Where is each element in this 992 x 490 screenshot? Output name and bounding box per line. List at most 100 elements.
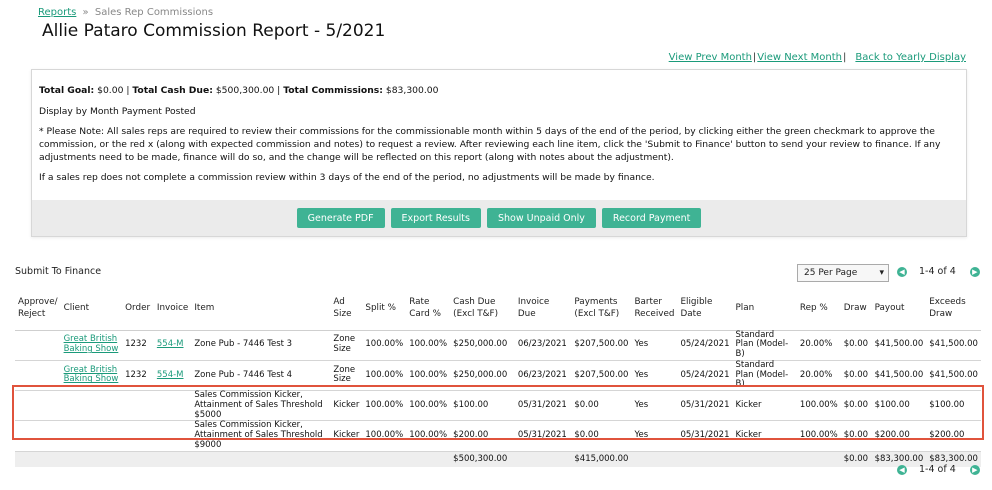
item-cell: Zone Pub - 7446 Test 3 (191, 330, 331, 361)
generate-pdf-button[interactable]: Generate PDF (296, 208, 385, 228)
payments-cell: $207,500.00 (571, 330, 632, 361)
client-cell (60, 420, 123, 452)
barter-cell: Yes (631, 420, 678, 452)
invoice-due-cell: 06/23/2021 (514, 360, 572, 392)
table-header-row: Approve/ Reject Client Order Invoice Ite… (15, 288, 981, 331)
col-split[interactable]: Split % (362, 288, 407, 331)
payout-cell: $41,500.00 (871, 360, 927, 392)
ad-size-cell: Kicker (330, 390, 363, 422)
draw-cell: $0.00 (840, 390, 872, 422)
col-rate-card[interactable]: Rate Card % (406, 288, 451, 331)
exceeds-draw-cell: $100.00 (926, 390, 981, 422)
rate-card-cell: 100.00% (406, 330, 451, 361)
summary-panel: Total Goal: $0.00 | Total Cash Due: $500… (31, 69, 967, 237)
cash-due-cell: $250,000.00 (450, 360, 515, 392)
table-row: Great British Baking Show 1232 554-M Zon… (15, 330, 981, 361)
item-cell: Sales Commission Kicker, Attainment of S… (191, 420, 331, 452)
cash-due-cell: $250,000.00 (450, 330, 515, 361)
submit-to-finance-label[interactable]: Submit To Finance (15, 266, 102, 277)
payout-cell: $200.00 (871, 420, 927, 452)
exceeds-draw-cell: $41,500.00 (926, 330, 981, 361)
table-row: Great British Baking Show 1232 554-M Zon… (15, 360, 981, 392)
col-eligible-date[interactable]: Eligible Date (677, 288, 733, 331)
chevron-right-icon[interactable]: ▶ (969, 464, 980, 475)
breadcrumb-reports-link[interactable]: Reports (38, 7, 77, 18)
plan-cell: Standard Plan (Model-B) (732, 330, 797, 361)
approve-reject-cell[interactable] (15, 420, 61, 452)
col-order[interactable]: Order (122, 288, 154, 331)
eligible-date-cell: 05/24/2021 (677, 330, 733, 361)
col-cash-due[interactable]: Cash Due (Excl T&F) (450, 288, 515, 331)
total-commissions-value: $83,300.00 (385, 85, 439, 96)
record-payment-button[interactable]: Record Payment (601, 208, 702, 228)
show-unpaid-only-button[interactable]: Show Unpaid Only (486, 208, 596, 228)
commission-table: Approve/ Reject Client Order Invoice Ite… (15, 288, 981, 468)
table-row: Sales Commission Kicker, Attainment of S… (15, 390, 981, 422)
chevron-right-icon[interactable]: ▶ (969, 266, 980, 277)
col-item[interactable]: Item (191, 288, 331, 331)
barter-cell: Yes (631, 330, 678, 361)
col-ad-size[interactable]: Ad Size (330, 288, 363, 331)
chevron-left-icon[interactable]: ◀ (897, 266, 907, 277)
total-exceeds-draw: $83,300.00 (926, 451, 981, 468)
plan-cell: Standard Plan (Model-B) (732, 360, 797, 392)
col-barter[interactable]: Barter Received (631, 288, 678, 331)
per-page-select[interactable]: 25 Per Page ▾ (797, 264, 889, 282)
col-exceeds-draw[interactable]: Exceeds Draw (926, 288, 981, 331)
payout-cell: $100.00 (871, 390, 927, 422)
invoice-link[interactable]: 554-M (156, 339, 184, 350)
invoice-link[interactable]: 554-M (156, 369, 184, 380)
payments-cell: $0.00 (571, 420, 632, 452)
review-note: * Please Note: All sales reps are requir… (39, 126, 941, 163)
approve-reject-cell[interactable] (15, 390, 61, 422)
approve-reject-cell[interactable] (15, 330, 61, 361)
eligible-date-cell: 05/31/2021 (677, 420, 733, 452)
eligible-date-cell: 05/31/2021 (677, 390, 733, 422)
totals-row: $500,300.00 $415,000.00 $0.00 $83,300.00… (15, 451, 981, 468)
approve-reject-cell[interactable] (15, 360, 61, 392)
cash-due-cell: $100.00 (450, 390, 515, 422)
col-approve-reject[interactable]: Approve/ Reject (15, 288, 61, 331)
view-next-month-link[interactable]: View Next Month (757, 52, 843, 63)
item-cell: Sales Commission Kicker, Attainment of S… (191, 390, 331, 422)
col-plan[interactable]: Plan (732, 288, 797, 331)
col-invoice[interactable]: Invoice (153, 288, 192, 331)
col-payout[interactable]: Payout (871, 288, 927, 331)
payments-cell: $0.00 (571, 390, 632, 422)
back-to-yearly-link[interactable]: Back to Yearly Display (855, 52, 966, 63)
col-draw[interactable]: Draw (840, 288, 872, 331)
chevron-left-icon[interactable]: ◀ (897, 464, 907, 475)
col-client[interactable]: Client (60, 288, 123, 331)
rep-cell: 20.00% (796, 330, 841, 361)
draw-cell: $0.00 (840, 420, 872, 452)
ad-size-cell: Kicker (330, 420, 363, 452)
nav-divider: | (843, 52, 847, 63)
rate-card-cell: 100.00% (406, 390, 451, 422)
pagination-count: 1-4 of 4 (919, 266, 956, 277)
pipe-separator: | (123, 85, 133, 96)
export-results-button[interactable]: Export Results (390, 208, 481, 228)
order-cell (122, 420, 154, 452)
order-cell (122, 390, 154, 422)
ad-size-cell: Zone Size (330, 330, 363, 361)
pagination-count: 1-4 of 4 (919, 464, 956, 475)
col-invoice-due[interactable]: Invoice Due (514, 288, 572, 331)
total-commissions-label: Total Commissions: (283, 85, 383, 96)
pagination-bottom: ◀ 1-4 of 4 ▶ (897, 464, 980, 475)
split-cell: 100.00% (362, 420, 407, 452)
pagination-top: ◀ 1-4 of 4 ▶ (897, 266, 980, 277)
client-link[interactable]: Great British Baking Show (63, 364, 119, 385)
view-prev-month-link[interactable]: View Prev Month (668, 52, 752, 63)
total-cash-due-value: $500,300.00 (215, 85, 275, 96)
chevron-down-icon: ▾ (879, 268, 884, 278)
action-bar: Generate PDF Export Results Show Unpaid … (32, 200, 966, 236)
display-mode-text: Display by Month Payment Posted (39, 105, 196, 117)
col-payments[interactable]: Payments (Excl T&F) (571, 288, 632, 331)
rep-cell: 100.00% (796, 420, 841, 452)
total-cash-due: $500,300.00 (450, 451, 515, 468)
rep-cell: 20.00% (796, 360, 841, 392)
plan-cell: Kicker (732, 420, 797, 452)
col-rep[interactable]: Rep % (796, 288, 841, 331)
client-link[interactable]: Great British Baking Show (63, 334, 119, 355)
cash-due-cell: $200.00 (450, 420, 515, 452)
